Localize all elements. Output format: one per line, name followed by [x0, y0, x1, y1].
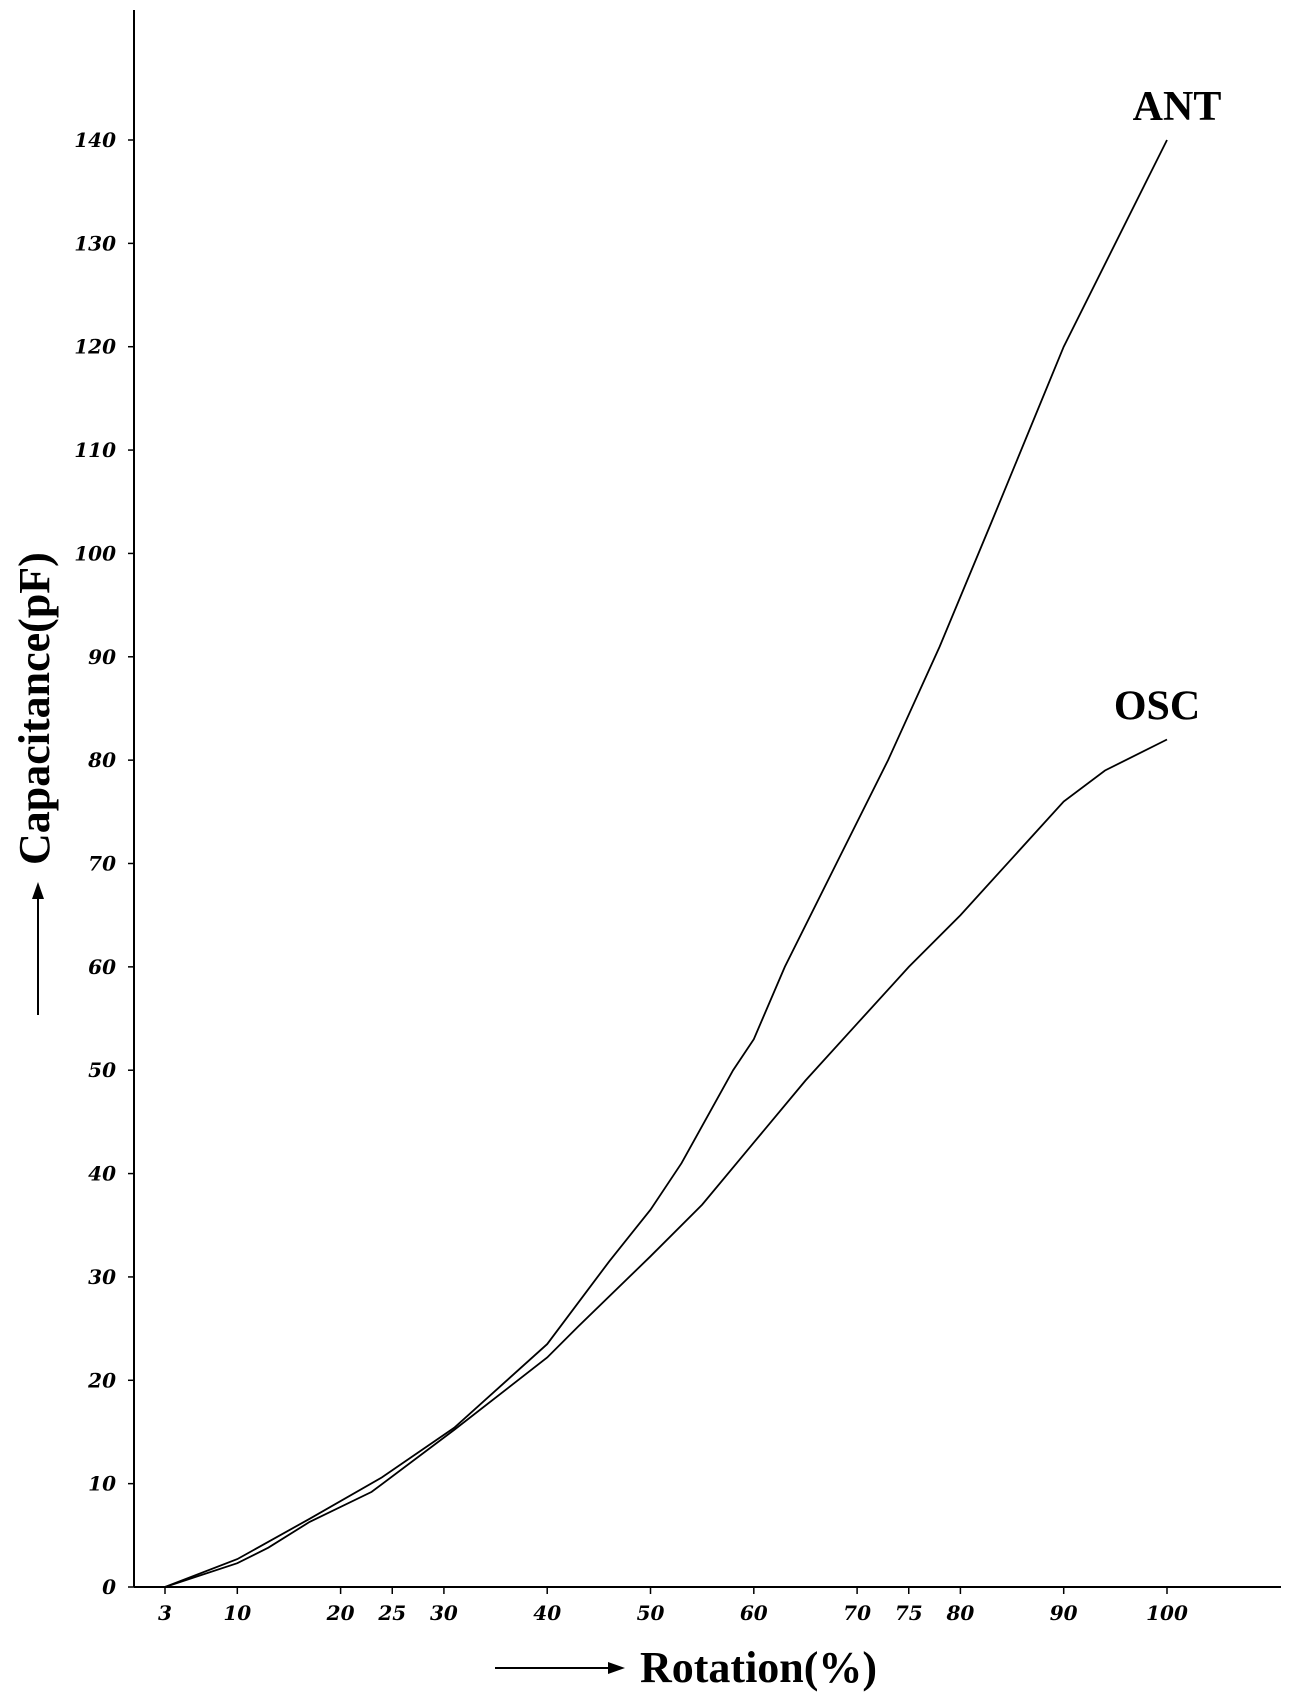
x-tick-label: 100	[1146, 1601, 1188, 1625]
y-axis-arrowhead	[32, 882, 44, 899]
y-tick-label: 120	[74, 335, 116, 359]
x-tick-label: 25	[377, 1601, 406, 1625]
x-tick-label: 10	[223, 1601, 251, 1625]
x-tick-label: 50	[637, 1601, 665, 1625]
x-tick-label: 20	[326, 1601, 355, 1625]
x-tick-label: 75	[895, 1601, 923, 1625]
x-tick-label: 80	[945, 1601, 974, 1625]
y-tick-label: 0	[102, 1575, 116, 1599]
x-axis-title: Rotation(%)	[640, 1643, 877, 1692]
y-tick-label: 80	[87, 748, 116, 772]
y-tick-label: 110	[74, 438, 116, 462]
series-line-osc	[164, 738, 1168, 1588]
y-tick-label: 140	[74, 128, 116, 152]
y-tick-label: 40	[88, 1162, 116, 1186]
series-label-osc: OSC	[1114, 683, 1200, 729]
x-ticks: 3 10 20 25 30 40 50 60 70 75 80 90 100	[158, 1587, 1188, 1625]
x-axis-arrowhead	[608, 1662, 625, 1674]
x-tick-label: 40	[533, 1601, 561, 1625]
series-labels: ANT OSC	[1114, 84, 1222, 729]
x-tick-label: 90	[1050, 1601, 1078, 1625]
y-tick-label: 60	[88, 955, 116, 979]
y-tick-label: 100	[74, 541, 116, 565]
y-tick-label: 30	[88, 1265, 116, 1289]
series-label-ant: ANT	[1133, 84, 1222, 130]
series-line-ant	[164, 139, 1168, 1588]
y-ticks: 0 10 20 30 40 50 60 70 80 90 100 110 120 130 140	[74, 128, 134, 1599]
y-tick-label: 10	[88, 1472, 116, 1496]
y-axis-title: Capacitance(pF)	[10, 552, 59, 865]
y-tick-label: 50	[88, 1058, 116, 1082]
y-tick-label: 70	[88, 852, 116, 876]
y-tick-label: 20	[87, 1368, 116, 1392]
x-tick-label: 60	[740, 1601, 768, 1625]
x-tick-label: 30	[430, 1601, 458, 1625]
x-tick-label: 70	[843, 1601, 871, 1625]
series-group	[164, 139, 1168, 1588]
y-tick-label: 130	[74, 231, 116, 255]
y-tick-label: 90	[88, 645, 116, 669]
x-tick-label: 3	[158, 1601, 172, 1625]
